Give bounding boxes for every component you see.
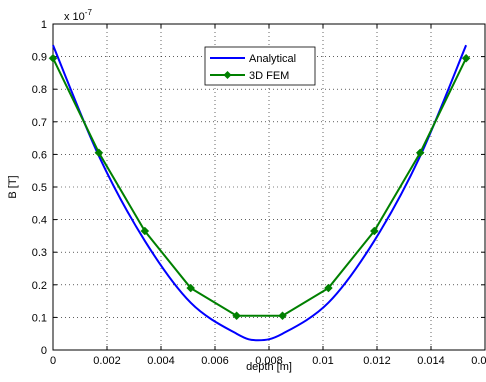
y-tick-label: 0.1: [32, 312, 47, 324]
y-tick-label: 0.8: [32, 84, 47, 96]
series-fem-point: [94, 148, 104, 158]
series-fem-point: [186, 283, 196, 293]
y-tick-label: 0.9: [32, 52, 47, 64]
series-analytical-line: [52, 44, 468, 342]
series-fem-point: [415, 148, 425, 158]
legend-fem-label: 3D FEM: [249, 70, 289, 82]
y-axis-label: B [T]: [7, 175, 19, 198]
series-fem-point: [324, 283, 333, 293]
legend: Analytical 3D FEM: [204, 46, 316, 86]
x-tick-label: 0.014: [417, 355, 445, 367]
legend-fem-marker: [223, 71, 232, 79]
x-tick-label: 0.002: [93, 355, 121, 367]
x-tick-label: 0.016: [471, 355, 486, 367]
series-fem-line: [52, 57, 467, 317]
y-tick-label: 0.2: [32, 280, 47, 292]
y-tick-label: 0.3: [32, 247, 47, 259]
series-fem-point: [140, 226, 150, 236]
y-tick-label: 1: [41, 19, 47, 31]
y-tick-label: 0: [41, 345, 47, 357]
x-tick-label: 0.006: [201, 355, 229, 367]
y-tick-label: 0.5: [32, 182, 47, 194]
y-tick-label: 0.7: [32, 117, 47, 129]
x-tick-label: 0.008: [255, 355, 283, 367]
axis-ticks: 0 0.002 0.004 0.006 0.008 0.01 0.012 0.014 0.016…: [32, 19, 486, 367]
x-tick-label: 0.01: [312, 355, 333, 367]
x-tick-label: 0.004: [147, 355, 175, 367]
x-tick-label: 0.012: [363, 355, 391, 367]
x-axis-label: depth [m]: [246, 361, 292, 373]
series-layer: [48, 44, 471, 342]
legend-analytical-label: Analytical: [249, 53, 296, 65]
y-tick-label: 0.6: [32, 149, 47, 161]
series-fem-point: [461, 53, 471, 63]
series-fem-point: [369, 226, 379, 236]
legend-box: [204, 46, 316, 86]
x-tick-label: 0: [50, 355, 56, 367]
grid: [53, 24, 485, 350]
series-fem-point: [278, 311, 287, 321]
y-multiplier-label: x 10-7: [64, 8, 92, 23]
series-fem-point: [232, 311, 241, 321]
series-fem-point: [48, 53, 58, 63]
y-tick-label: 0.4: [32, 215, 47, 227]
